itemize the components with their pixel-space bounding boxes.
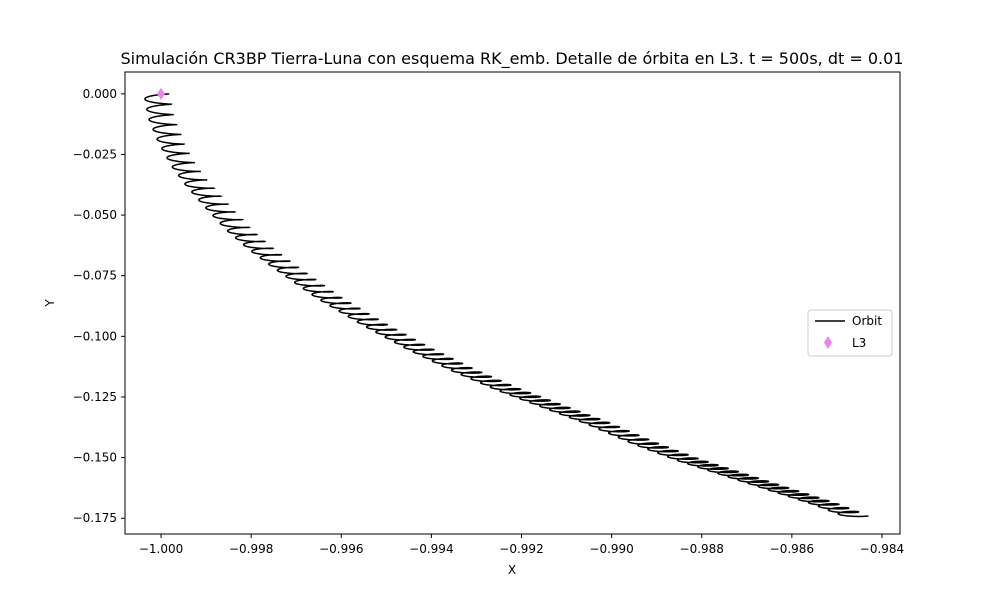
l3-point bbox=[157, 87, 166, 100]
plot-area bbox=[125, 72, 900, 534]
y-tick-label: −0.075 bbox=[73, 269, 117, 283]
chart-title: Simulación CR3BP Tierra-Luna con esquema… bbox=[121, 49, 904, 69]
y-axis-label: Y bbox=[43, 299, 57, 308]
y-tick-label: 0.000 bbox=[83, 87, 117, 101]
x-tick-label: −0.992 bbox=[499, 542, 543, 556]
y-tick-label: −0.150 bbox=[73, 451, 117, 465]
x-tick-label: −0.996 bbox=[319, 542, 363, 556]
legend-l3-marker bbox=[824, 336, 832, 349]
legend-l3-label: L3 bbox=[852, 336, 866, 350]
x-axis-label: X bbox=[508, 563, 516, 577]
x-tick-label: −0.984 bbox=[860, 542, 904, 556]
x-tick-label: −0.986 bbox=[770, 542, 814, 556]
y-tick-label: −0.175 bbox=[73, 511, 117, 525]
y-tick-label: −0.025 bbox=[73, 147, 117, 161]
x-tick-label: −0.990 bbox=[589, 542, 633, 556]
y-tick-label: −0.050 bbox=[73, 208, 117, 222]
x-axis: −1.000 −0.998 −0.996 −0.994 −0.992 −0.990 −0.9… bbox=[139, 534, 904, 556]
legend-orbit-label: Orbit bbox=[852, 314, 882, 328]
orbit-line bbox=[144, 93, 869, 518]
legend: Orbit L3 bbox=[807, 309, 893, 357]
x-tick-label: −0.994 bbox=[409, 542, 453, 556]
plot-frame bbox=[124, 71, 901, 535]
x-tick-label: −1.000 bbox=[139, 542, 183, 556]
y-tick-label: −0.100 bbox=[73, 329, 117, 343]
y-axis: 0.000 −0.025 −0.050 −0.075 −0.100 −0.125 −0.15… bbox=[73, 87, 125, 525]
x-tick-label: −0.998 bbox=[229, 542, 273, 556]
y-tick-label: −0.125 bbox=[73, 390, 117, 404]
x-tick-label: −0.988 bbox=[680, 542, 724, 556]
